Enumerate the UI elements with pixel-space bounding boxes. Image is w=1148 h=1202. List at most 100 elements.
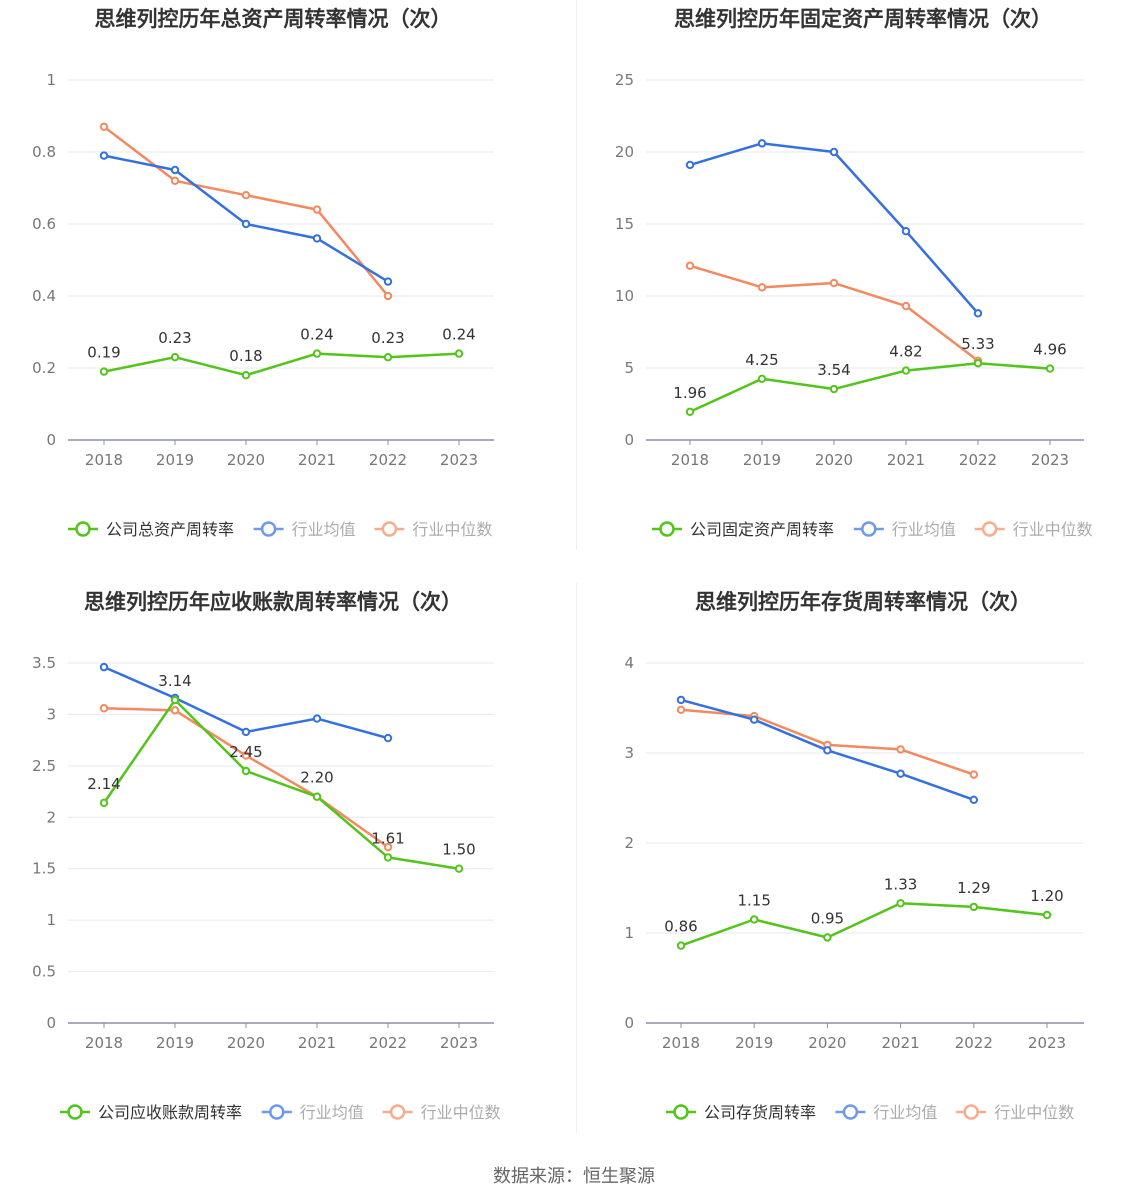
legend-label: 公司固定资产周转率: [690, 520, 834, 539]
data-label: 0.18: [229, 347, 262, 365]
y-tick-label: 4: [624, 654, 634, 672]
x-tick-label: 2019: [735, 1034, 773, 1052]
median-point: [170, 706, 180, 715]
x-tick-label: 2022: [369, 451, 407, 469]
x-tick-label: 2020: [227, 451, 265, 469]
source-label: 数据来源：: [493, 1166, 583, 1187]
x-tick-label: 2021: [298, 451, 336, 469]
y-tick-label: 0.6: [32, 215, 56, 233]
x-tick-label: 2023: [1031, 451, 1069, 469]
data-label: 4.25: [745, 351, 778, 369]
company-point: [241, 371, 251, 380]
median-point: [685, 261, 695, 270]
avg-point: [901, 227, 911, 236]
chart-receivables-turnover: 思维列控历年应收账款周转率情况（次） 0 0.5 1 1.5 2 2.5 3 3.5 2018 20…: [0, 583, 574, 1166]
legend-marker-icon: [659, 521, 675, 537]
chart-svg: 思维列控历年固定资产周转率情况（次） 0 5 10 15 20 25 2018 2019 2020…: [615, 7, 1093, 539]
legend-item-median[interactable]: 行业中位数: [382, 1103, 501, 1122]
chart-svg: 思维列控历年应收账款周转率情况（次） 0 0.5 1 1.5 2 2.5 3 3.5 2018 20…: [32, 590, 501, 1122]
data-label: 4.82: [889, 343, 922, 361]
data-label: 1.50: [442, 841, 475, 859]
y-tick-label: 0.4: [32, 287, 56, 305]
data-label: 2.45: [229, 743, 262, 761]
company-series-line: [680, 902, 1048, 947]
source-value: 恒生聚源: [583, 1166, 655, 1187]
avg-point: [750, 715, 759, 724]
legend-item-company[interactable]: 公司总资产周转率: [68, 520, 234, 539]
avg-point: [170, 165, 180, 175]
source-footer: 数据来源：恒生聚源: [0, 1162, 1148, 1188]
chart-title: 思维列控历年应收账款周转率情况（次）: [84, 590, 462, 614]
avg-point: [383, 277, 393, 286]
legend-item-median[interactable]: 行业中位数: [974, 520, 1093, 539]
y-tick-label: 20: [615, 143, 634, 161]
data-label: 2.14: [87, 775, 120, 793]
company-point: [312, 792, 322, 801]
data-label: 1.20: [1030, 887, 1063, 905]
x-tick-label: 2020: [815, 451, 853, 469]
legend-marker-icon: [269, 1104, 285, 1120]
company-point: [170, 353, 180, 362]
data-label: 2.20: [300, 769, 333, 787]
legend-marker-icon: [673, 1104, 689, 1120]
chart-svg: 思维列控历年存货周转率情况（次） 0 1 2 3 4 2018 2019 2020 2021 202…: [624, 590, 1084, 1122]
y-tick-label: 0.2: [32, 359, 56, 377]
chart-inventory-turnover: 思维列控历年存货周转率情况（次） 0 1 2 3 4 2018 2019 2020 2021 202…: [574, 583, 1148, 1166]
y-tick-label: 1: [46, 71, 56, 89]
x-tick-label: 2019: [743, 451, 781, 469]
avg-point: [685, 160, 695, 170]
median-point: [969, 770, 978, 779]
chart-fixed-asset-turnover: 思维列控历年固定资产周转率情况（次） 0 5 10 15 20 25 2018 2019 2020…: [574, 0, 1148, 583]
company-point: [750, 915, 759, 924]
avg-series-line: [689, 142, 979, 315]
legend-item-company[interactable]: 公司存货周转率: [666, 1103, 816, 1122]
median-point: [383, 291, 393, 301]
legend-label: 行业中位数: [421, 1103, 501, 1122]
divider-bottom: [576, 583, 577, 1133]
legend-item-company[interactable]: 公司固定资产周转率: [652, 520, 834, 539]
y-tick-label: 0.8: [32, 143, 56, 161]
legend-item-median[interactable]: 行业中位数: [956, 1103, 1074, 1122]
x-tick-label: 2019: [156, 1034, 194, 1052]
y-tick-label: 10: [615, 287, 634, 305]
company-point: [1042, 910, 1052, 920]
avg-point: [312, 714, 322, 723]
x-tick-label: 2023: [440, 451, 478, 469]
y-tick-label: 0: [624, 1014, 634, 1032]
x-tick-label: 2022: [959, 451, 997, 469]
legend-item-company[interactable]: 公司应收账款周转率: [60, 1103, 242, 1122]
x-tick-label: 2021: [882, 1034, 920, 1052]
legend-item-avg[interactable]: 行业均值: [261, 1103, 364, 1122]
x-tick-label: 2021: [887, 451, 925, 469]
median-point: [896, 745, 905, 754]
legend-item-median[interactable]: 行业中位数: [374, 520, 492, 539]
legend-item-avg[interactable]: 行业均值: [835, 1103, 937, 1122]
legend-item-avg[interactable]: 行业均值: [253, 520, 356, 539]
data-label: 3.54: [817, 361, 850, 379]
data-label: 5.33: [961, 335, 994, 353]
company-point: [685, 407, 695, 416]
company-point: [241, 766, 251, 776]
y-tick-label: 0: [46, 1014, 56, 1032]
chart-total-asset-turnover: 思维列控历年总资产周转率情况（次） 0 0.2 0.4 0.6 0.8 1 2018 2019 2…: [0, 0, 574, 583]
legend-marker-icon: [842, 1104, 859, 1120]
legend-marker-icon: [861, 521, 877, 537]
data-label: 0.86: [664, 918, 697, 936]
legend-label: 行业中位数: [1013, 520, 1093, 539]
x-tick-label: 2020: [227, 1034, 265, 1052]
x-tick-label: 2018: [85, 451, 123, 469]
data-label: 1.33: [884, 875, 917, 893]
legend-label: 行业均值: [300, 1103, 364, 1122]
legend-item-avg[interactable]: 行业均值: [853, 520, 956, 539]
data-label: 1.15: [737, 892, 770, 910]
data-label: 1.96: [673, 384, 706, 402]
data-label: 4.96: [1033, 341, 1066, 359]
legend-marker-icon: [981, 521, 998, 537]
median-point: [99, 704, 109, 713]
y-tick-label: 3: [46, 705, 56, 723]
x-tick-label: 2018: [671, 451, 709, 469]
chart-title: 思维列控历年固定资产周转率情况（次）: [674, 7, 1052, 31]
x-tick-label: 2022: [955, 1034, 993, 1052]
avg-point: [676, 695, 686, 705]
legend-marker-icon: [389, 1104, 406, 1120]
